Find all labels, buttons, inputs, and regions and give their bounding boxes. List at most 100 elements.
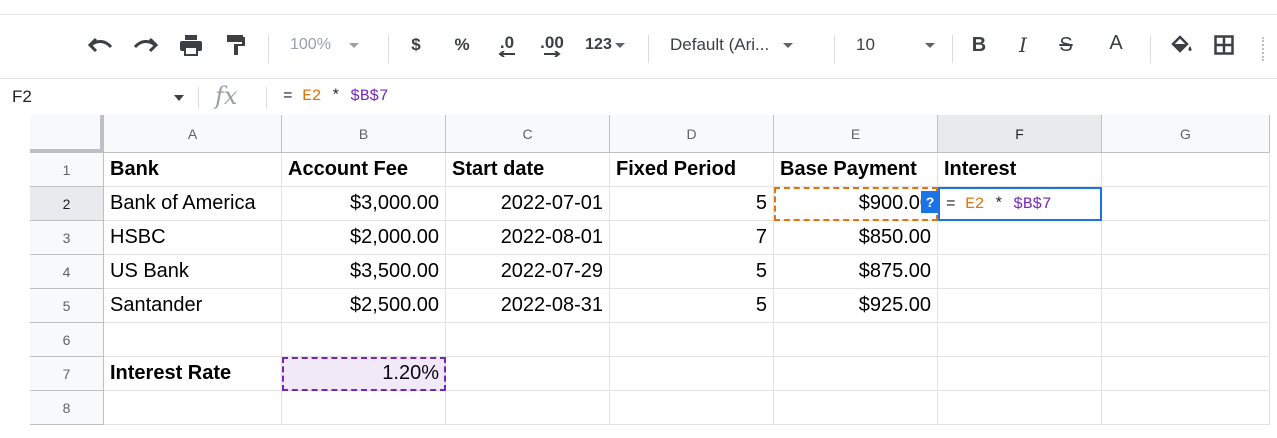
cell-a1[interactable]: Bank — [104, 153, 282, 187]
cell-d4[interactable]: 5 — [610, 255, 774, 289]
cell-f6[interactable] — [938, 323, 1102, 357]
row-header-7[interactable]: 7 — [30, 357, 104, 391]
cell-g4[interactable] — [1102, 255, 1270, 289]
cell-g8[interactable] — [1102, 391, 1270, 425]
cell-b2[interactable]: $3,000.00 — [282, 187, 446, 221]
editor-ref-e2: E2 — [965, 195, 985, 213]
active-cell-editor[interactable]: = E2 * $B$7 — [938, 187, 1102, 221]
cell-b6[interactable] — [282, 323, 446, 357]
column-header-g[interactable]: G — [1102, 115, 1270, 153]
cell-b8[interactable] — [282, 391, 446, 425]
chevron-down-icon — [348, 42, 359, 48]
italic-button[interactable]: I — [1019, 33, 1027, 57]
cell-b5[interactable]: $2,500.00 — [282, 289, 446, 323]
redo-icon[interactable] — [132, 33, 160, 57]
freeze-row-handle[interactable] — [30, 149, 104, 153]
cell-b4[interactable]: $3,500.00 — [282, 255, 446, 289]
text-color-button[interactable]: A — [1098, 33, 1134, 57]
cell-d7[interactable] — [610, 357, 774, 391]
cell-f4[interactable] — [938, 255, 1102, 289]
column-header-a[interactable]: A — [104, 115, 282, 153]
cell-d2[interactable]: 5 — [610, 187, 774, 221]
borders-icon[interactable] — [1212, 33, 1236, 57]
paint-format-icon[interactable] — [224, 33, 248, 57]
cell-e6[interactable] — [774, 323, 938, 357]
cell-d8[interactable] — [610, 391, 774, 425]
cell-g7[interactable] — [1102, 357, 1270, 391]
cell-g6[interactable] — [1102, 323, 1270, 357]
row-header-2[interactable]: 2 — [30, 187, 104, 221]
cell-a5[interactable]: Santander — [104, 289, 282, 323]
cell-e2[interactable]: $900.00 — [774, 187, 938, 221]
cell-a7[interactable]: Interest Rate — [104, 357, 282, 391]
more-formats-button[interactable]: 123 — [580, 33, 630, 57]
cell-g3[interactable] — [1102, 221, 1270, 255]
cell-g2[interactable] — [1102, 187, 1270, 221]
cell-e4[interactable]: $875.00 — [774, 255, 938, 289]
column-header-c[interactable]: C — [446, 115, 610, 153]
cell-b1[interactable]: Account Fee — [282, 153, 446, 187]
cell-e1[interactable]: Base Payment — [774, 153, 938, 187]
row-header-3[interactable]: 3 — [30, 221, 104, 255]
cell-f7[interactable] — [938, 357, 1102, 391]
cell-g1[interactable] — [1102, 153, 1270, 187]
row-header-8[interactable]: 8 — [30, 391, 104, 425]
cell-c6[interactable] — [446, 323, 610, 357]
cell-b7[interactable]: 1.20% — [282, 357, 446, 391]
toolbar-overflow — [1262, 37, 1266, 61]
cell-a8[interactable] — [104, 391, 282, 425]
row-header-4[interactable]: 4 — [30, 255, 104, 289]
cell-c5[interactable]: 2022-08-31 — [446, 289, 610, 323]
decrease-decimal-button[interactable]: .0 — [490, 33, 524, 57]
increase-decimal-button[interactable]: .00 — [533, 33, 571, 57]
percent-format-button[interactable]: % — [454, 35, 470, 54]
cell-c4[interactable]: 2022-07-29 — [446, 255, 610, 289]
freeze-column-handle[interactable] — [100, 115, 104, 153]
cell-a6[interactable] — [104, 323, 282, 357]
cell-c1[interactable]: Start date — [446, 153, 610, 187]
cell-d3[interactable]: 7 — [610, 221, 774, 255]
cell-f5[interactable] — [938, 289, 1102, 323]
column-header-e[interactable]: E — [774, 115, 938, 153]
cell-f1[interactable]: Interest — [938, 153, 1102, 187]
cell-e3[interactable]: $850.00 — [774, 221, 938, 255]
cell-e8[interactable] — [774, 391, 938, 425]
cell-a2[interactable]: Bank of America — [104, 187, 282, 221]
fill-color-icon[interactable] — [1168, 33, 1194, 57]
strikethrough-button[interactable]: S — [1059, 33, 1073, 56]
cell-a4[interactable]: US Bank — [104, 255, 282, 289]
font-family-select[interactable]: Default (Ari... — [670, 33, 818, 57]
name-box[interactable]: F2 — [12, 87, 32, 106]
cell-c3[interactable]: 2022-08-01 — [446, 221, 610, 255]
row-header-1[interactable]: 1 — [30, 153, 104, 187]
cell-e7[interactable] — [774, 357, 938, 391]
select-all-corner[interactable] — [30, 115, 104, 153]
cell-f3[interactable] — [938, 221, 1102, 255]
zoom-select[interactable]: 100% — [290, 33, 372, 57]
bold-button[interactable]: B — [971, 33, 987, 56]
chevron-down-icon — [614, 42, 625, 48]
undo-icon[interactable] — [86, 33, 114, 57]
cell-f8[interactable] — [938, 391, 1102, 425]
cell-a3[interactable]: HSBC — [104, 221, 282, 255]
currency-format-button[interactable]: $ — [411, 35, 421, 54]
row-header-5[interactable]: 5 — [30, 289, 104, 323]
cell-d1[interactable]: Fixed Period — [610, 153, 774, 187]
print-icon[interactable] — [178, 33, 204, 57]
cell-d6[interactable] — [610, 323, 774, 357]
formula-help-icon[interactable]: ? — [921, 191, 939, 213]
cell-c2[interactable]: 2022-07-01 — [446, 187, 610, 221]
cell-e5[interactable]: $925.00 — [774, 289, 938, 323]
font-size-select[interactable]: 10 — [856, 33, 942, 57]
chevron-down-icon[interactable] — [174, 95, 184, 101]
column-header-d[interactable]: D — [610, 115, 774, 153]
column-header-f[interactable]: F — [938, 115, 1102, 153]
column-header-b[interactable]: B — [282, 115, 446, 153]
cell-b3[interactable]: $2,000.00 — [282, 221, 446, 255]
formula-input[interactable]: = E2 * $B$7 — [283, 87, 389, 105]
cell-c7[interactable] — [446, 357, 610, 391]
row-header-6[interactable]: 6 — [30, 323, 104, 357]
cell-c8[interactable] — [446, 391, 610, 425]
cell-d5[interactable]: 5 — [610, 289, 774, 323]
cell-g5[interactable] — [1102, 289, 1270, 323]
